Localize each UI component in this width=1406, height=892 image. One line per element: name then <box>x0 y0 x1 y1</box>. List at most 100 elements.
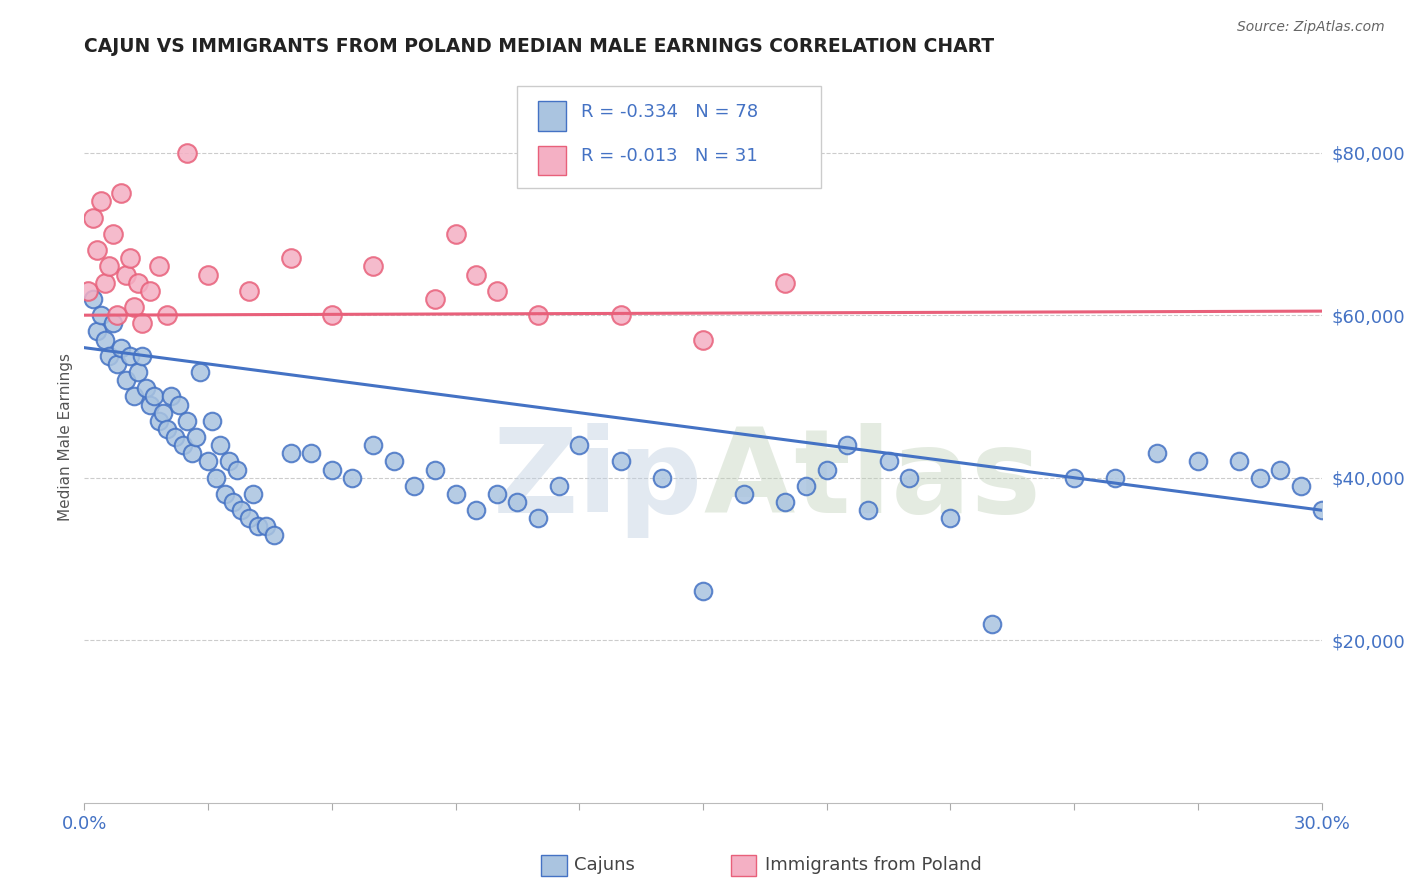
Point <box>222 495 245 509</box>
Point <box>898 471 921 485</box>
Point <box>254 519 277 533</box>
Text: Atlas: Atlas <box>703 424 1040 539</box>
Text: Immigrants from Poland: Immigrants from Poland <box>765 856 981 874</box>
Point <box>122 389 145 403</box>
Point <box>246 519 269 533</box>
Point <box>197 454 219 468</box>
Point <box>342 471 364 485</box>
Point <box>465 268 488 282</box>
Point <box>1289 479 1312 493</box>
Point <box>775 495 797 509</box>
Bar <box>538 146 565 175</box>
Point <box>238 511 260 525</box>
Point <box>1270 462 1292 476</box>
Point <box>176 414 198 428</box>
Point <box>506 495 529 509</box>
Point <box>1104 471 1126 485</box>
Point <box>205 471 228 485</box>
Point <box>127 365 149 379</box>
Point <box>226 462 249 476</box>
Point <box>321 308 343 322</box>
Text: Zip: Zip <box>492 424 703 539</box>
Point <box>1249 471 1271 485</box>
Point <box>139 398 162 412</box>
Point <box>877 454 900 468</box>
Text: Source: ZipAtlas.com: Source: ZipAtlas.com <box>1237 20 1385 34</box>
Point <box>382 454 405 468</box>
Point <box>280 252 302 266</box>
Point <box>444 227 467 241</box>
Point <box>775 276 797 290</box>
Point <box>143 389 166 403</box>
Point <box>404 479 426 493</box>
Point <box>361 260 384 274</box>
Point <box>214 487 236 501</box>
Point <box>229 503 252 517</box>
Point <box>465 503 488 517</box>
Point <box>98 349 121 363</box>
Point <box>609 308 631 322</box>
Point <box>218 454 240 468</box>
Point <box>148 260 170 274</box>
Y-axis label: Median Male Earnings: Median Male Earnings <box>58 353 73 521</box>
Point <box>98 260 121 274</box>
Point <box>110 186 132 201</box>
Point <box>156 308 179 322</box>
Point <box>127 276 149 290</box>
Point <box>103 227 125 241</box>
Point <box>856 503 879 517</box>
Point <box>131 349 153 363</box>
Point <box>122 300 145 314</box>
Point <box>692 584 714 599</box>
Point <box>188 365 211 379</box>
Point <box>118 349 141 363</box>
Point <box>939 511 962 525</box>
Point <box>167 398 190 412</box>
Point <box>321 462 343 476</box>
Point <box>485 487 508 501</box>
Point <box>82 292 104 306</box>
Point <box>651 471 673 485</box>
Point <box>148 414 170 428</box>
Point <box>201 414 224 428</box>
Point <box>114 373 136 387</box>
Point <box>118 252 141 266</box>
Text: CAJUN VS IMMIGRANTS FROM POLAND MEDIAN MALE EARNINGS CORRELATION CHART: CAJUN VS IMMIGRANTS FROM POLAND MEDIAN M… <box>84 37 994 56</box>
Point <box>837 438 859 452</box>
Point <box>1146 446 1168 460</box>
Point <box>82 211 104 225</box>
Point <box>815 462 838 476</box>
Bar <box>538 102 565 130</box>
Point <box>103 316 125 330</box>
Point <box>361 438 384 452</box>
Point <box>152 406 174 420</box>
Point <box>86 243 108 257</box>
Point <box>527 511 550 525</box>
Point <box>139 284 162 298</box>
Point <box>86 325 108 339</box>
Point <box>160 389 183 403</box>
Point <box>423 292 446 306</box>
Point <box>197 268 219 282</box>
Point <box>90 194 112 209</box>
Point <box>1310 503 1333 517</box>
Point <box>733 487 755 501</box>
Point <box>1227 454 1250 468</box>
Point <box>568 438 591 452</box>
Point <box>180 446 202 460</box>
Point <box>114 268 136 282</box>
Point <box>110 341 132 355</box>
Point <box>94 276 117 290</box>
Point <box>165 430 187 444</box>
Point <box>94 333 117 347</box>
Point <box>1187 454 1209 468</box>
Point <box>90 308 112 322</box>
Point <box>77 284 100 298</box>
Point <box>156 422 179 436</box>
Point <box>135 381 157 395</box>
Point <box>547 479 569 493</box>
Point <box>105 308 128 322</box>
Point <box>105 357 128 371</box>
Point <box>131 316 153 330</box>
Point <box>485 284 508 298</box>
